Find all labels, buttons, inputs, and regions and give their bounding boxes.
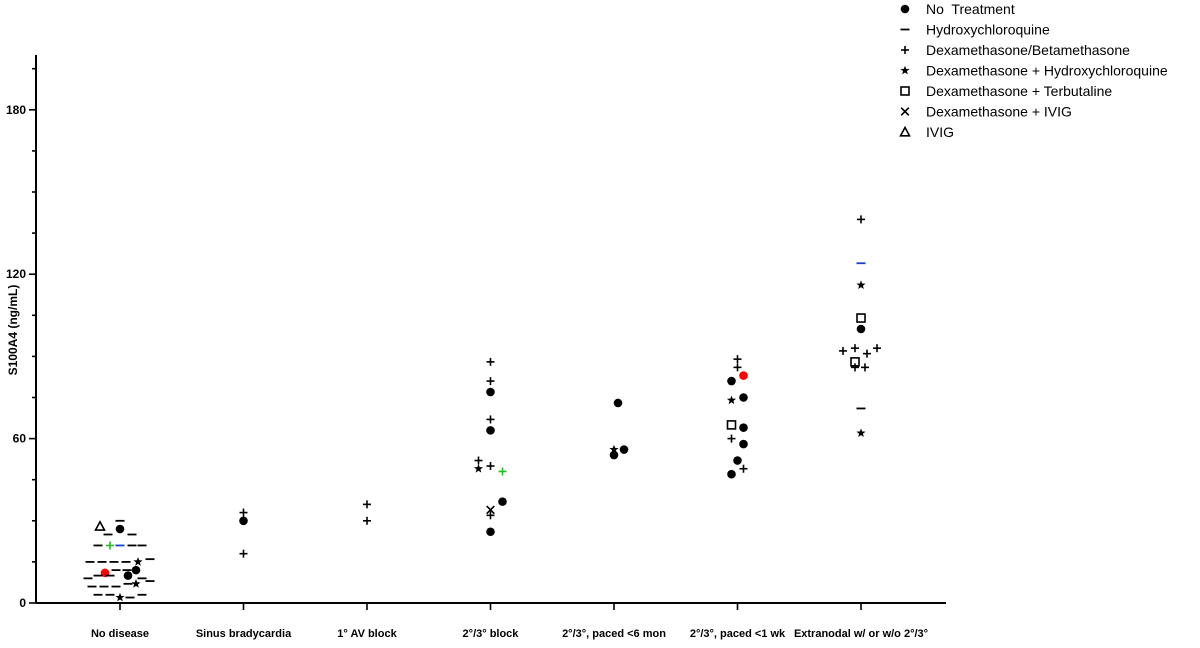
data-point-plus — [851, 363, 859, 372]
data-point-star — [856, 428, 866, 437]
data-point-square — [856, 313, 866, 323]
legend-entry-label: Hydroxychloroquine — [926, 22, 1050, 38]
x-category-label: Extranodal w/ or w/o 2°/3° — [794, 628, 928, 640]
data-point-plus — [498, 467, 507, 476]
data-point-circle — [739, 371, 748, 380]
y-tick-label: 180 — [6, 103, 26, 117]
data-point-circle — [856, 324, 866, 334]
data-point-plus — [733, 355, 742, 364]
data-point-plus — [739, 464, 748, 473]
data-point-plus — [474, 456, 483, 465]
data-point-plus — [106, 541, 114, 550]
data-point-circle — [486, 527, 495, 537]
x-ticks: No disease Sinus bradycardia 1° AV block 2°… — [91, 603, 928, 640]
data-point-star — [856, 280, 866, 290]
data-point-circle — [239, 516, 248, 526]
data-point-circle — [613, 398, 623, 408]
x-category-label: Sinus bradycardia — [196, 628, 292, 640]
legend-entry-label: Dexamethasone + Terbutaline — [926, 83, 1112, 99]
data-point-star — [473, 463, 484, 473]
data-point-circle — [123, 571, 133, 580]
data-point-plus — [486, 357, 495, 366]
data-point-circle — [739, 423, 748, 432]
x-category-label: 2°/3°, paced <1 wk — [690, 628, 786, 640]
legend-entry-label: Dexamethasone/Betamethasone — [926, 42, 1130, 58]
data-point-triangle — [94, 520, 106, 531]
data-point-plus — [839, 346, 847, 355]
data-point-plus — [363, 500, 371, 509]
data-point-circle — [619, 445, 629, 454]
legend-marker-star — [900, 65, 910, 75]
data-point-plus — [239, 549, 248, 558]
data-point-circle — [727, 469, 736, 479]
data-point-circle — [486, 426, 495, 435]
x-category-label: No disease — [91, 628, 149, 640]
data-point-circle — [609, 450, 619, 460]
data-point-plus — [863, 349, 871, 358]
y-tick-label: 60 — [13, 432, 27, 446]
data-point-circle — [739, 393, 748, 402]
legend-entry-label: No Treatment — [926, 1, 1015, 17]
data-point-star — [726, 395, 737, 405]
data-point-plus — [239, 508, 248, 517]
data-point-circle — [115, 524, 125, 534]
data-point-star — [115, 592, 125, 602]
data-point-square — [726, 420, 737, 430]
legend-marker-square — [900, 86, 910, 96]
y-tick-label: 0 — [19, 596, 26, 610]
y-axis-title: S100A4 (ng/mL) — [6, 285, 20, 376]
data-point-circle — [733, 456, 742, 465]
y-ticks: 0 60 120 180 — [6, 67, 36, 610]
data-point-plus — [861, 363, 869, 372]
data-point-plus — [851, 344, 859, 353]
legend-entry-label: Dexamethasone + Hydroxychloroquine — [926, 63, 1168, 79]
data-point-plus — [733, 363, 742, 372]
legend: No Treatment Hydroxychloroquine Dexamethas… — [899, 1, 1168, 140]
data-point-plus — [727, 434, 736, 443]
data-point-star — [131, 579, 141, 588]
data-point-star — [133, 557, 143, 566]
legend-marker-circle — [900, 4, 910, 14]
y-tick-label: 120 — [6, 267, 26, 281]
axes — [35, 55, 946, 604]
data-point-plus — [486, 462, 495, 470]
data-point-circle — [486, 387, 495, 397]
data-point-star — [609, 444, 619, 454]
data-point-plus — [873, 344, 881, 353]
data-point-circle — [727, 376, 736, 386]
x-category-label: 1° AV block — [337, 628, 397, 640]
data-point-plus — [486, 511, 495, 520]
legend-marker-x — [900, 107, 910, 116]
data-point-x — [486, 505, 495, 515]
data-point-plus — [857, 215, 865, 224]
data-point-plus — [486, 415, 495, 424]
data-point-plus — [486, 377, 495, 386]
legend-marker-triangle — [899, 125, 911, 137]
data-point-circle — [131, 565, 141, 575]
legend-marker-plus — [901, 46, 909, 54]
legend-entry-label: IVIG — [926, 124, 954, 140]
data-point-circle — [739, 439, 748, 449]
data-points — [83, 215, 881, 602]
x-category-label: 2°/3°, paced <6 mon — [562, 628, 666, 640]
legend-entry-label: Dexamethasone + IVIG — [926, 104, 1072, 120]
data-point-plus — [363, 516, 371, 525]
data-point-circle — [498, 497, 507, 506]
x-category-label: 2°/3° block — [463, 628, 520, 640]
